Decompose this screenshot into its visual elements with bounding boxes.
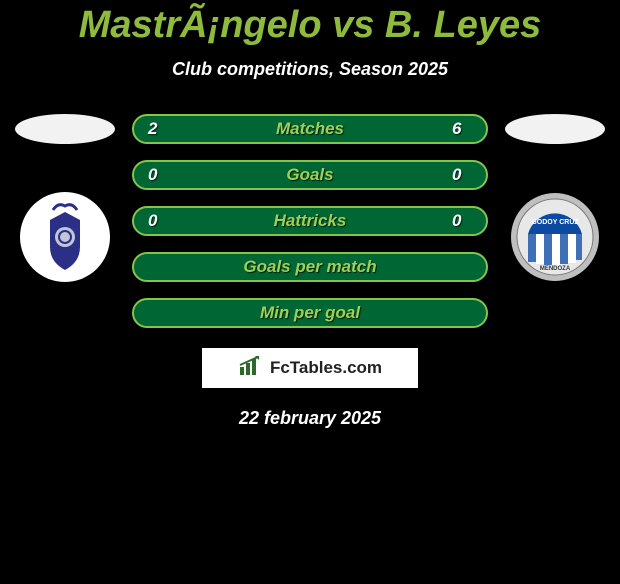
svg-text:MENDOZA: MENDOZA (540, 266, 571, 272)
stat-right-value: 0 (452, 211, 472, 231)
stat-bar: Goals per match (132, 252, 488, 282)
stat-bar: 2Matches6 (132, 114, 488, 144)
right-player-avatar (505, 114, 605, 144)
stat-label: Goals (168, 165, 452, 185)
stat-left-value: 0 (148, 211, 168, 231)
stat-bar: 0Goals0 (132, 160, 488, 190)
brand-box[interactable]: FcTables.com (202, 348, 418, 388)
stat-label: Matches (168, 119, 452, 139)
comparison-row: 2Matches60Goals00Hattricks0Goals per mat… (0, 114, 620, 328)
date-label: 22 february 2025 (0, 408, 620, 429)
right-crest-svg: GODOY CRUZ MENDOZA (510, 192, 600, 282)
left-crest-svg (20, 192, 110, 282)
page-title: MastrÃ¡ngelo vs B. Leyes (0, 4, 620, 47)
stat-left-value: 0 (148, 165, 168, 185)
stat-bar: Min per goal (132, 298, 488, 328)
stat-right-value: 6 (452, 119, 472, 139)
brand-bars-icon (238, 355, 264, 382)
stats-column: 2Matches60Goals00Hattricks0Goals per mat… (120, 114, 500, 328)
stat-right-value: 0 (452, 165, 472, 185)
left-player-avatar (15, 114, 115, 144)
stat-bar: 0Hattricks0 (132, 206, 488, 236)
stat-label: Goals per match (168, 257, 452, 277)
stat-left-value: 2 (148, 119, 168, 139)
right-player-col: GODOY CRUZ MENDOZA (500, 114, 610, 282)
left-player-col (10, 114, 120, 282)
season-subtitle: Club competitions, Season 2025 (0, 59, 620, 80)
brand-label: FcTables.com (270, 358, 382, 378)
stat-label: Min per goal (168, 303, 452, 323)
stat-label: Hattricks (168, 211, 452, 231)
right-team-crest: GODOY CRUZ MENDOZA (510, 192, 600, 282)
left-team-crest (20, 192, 110, 282)
svg-text:GODOY CRUZ: GODOY CRUZ (531, 219, 579, 226)
